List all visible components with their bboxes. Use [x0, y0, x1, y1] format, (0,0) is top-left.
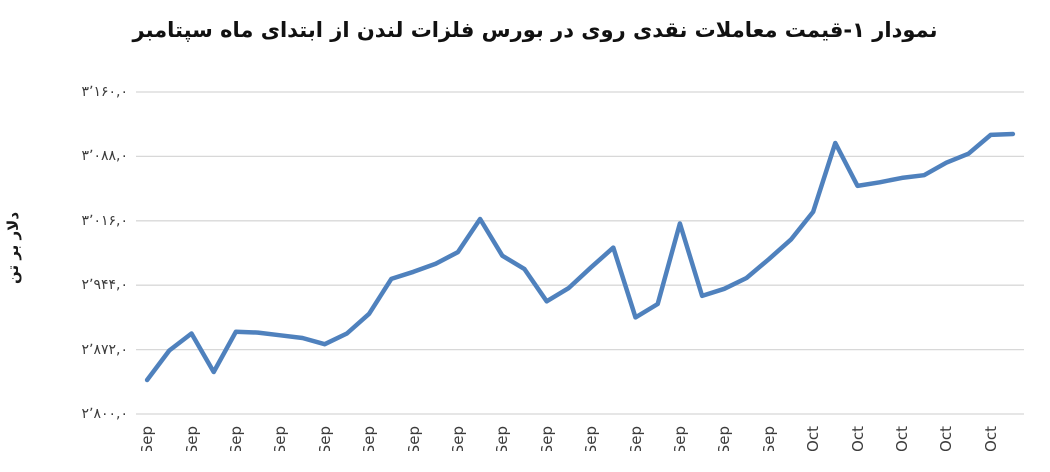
x-tick-label: 15-Sep — [449, 426, 467, 451]
plot-area — [136, 91, 1024, 415]
x-tick-label: 07-Oct — [937, 426, 955, 451]
x-tick-label: 17-Sep — [493, 426, 511, 451]
x-tick-label: 23-Sep — [627, 426, 645, 451]
y-tick-label: ۲٬۸۷۲,۰ — [81, 341, 128, 358]
y-tick-label: ۳٬۰۸۸,۰ — [81, 148, 128, 165]
x-tick-label: 07-Sep — [271, 426, 289, 451]
x-tick-label: 03-Sep — [183, 426, 201, 451]
chart-title: نمودار ۱-قیمت معاملات نقدی روی در بورس ف… — [132, 18, 938, 42]
y-tick-label: ۲٬۸۰۰,۰ — [81, 406, 128, 422]
x-tick-label: 19-Sep — [538, 426, 556, 451]
x-tick-label: 11-Sep — [360, 426, 378, 451]
x-tick-label: 03-Oct — [849, 426, 867, 451]
x-tick-label: 09-Oct — [982, 426, 1000, 451]
chart-frame: نمودار ۱-قیمت معاملات نقدی روی در بورس ف… — [4, 18, 1024, 451]
x-tick-label: 09-Sep — [316, 426, 334, 451]
x-tick-label: 01-Oct — [804, 426, 822, 451]
price-line — [144, 131, 1016, 383]
x-tick-label: 29-Sep — [760, 426, 778, 451]
x-tick-label: 25-Sep — [671, 426, 689, 451]
x-tick-label: 05-Oct — [893, 426, 911, 451]
x-tick-label: 01-Sep — [138, 426, 156, 451]
x-tick-label: 05-Sep — [227, 426, 245, 451]
x-tick-label: 27-Sep — [715, 426, 733, 451]
x-tick-label: 21-Sep — [582, 426, 600, 451]
y-tick-label: ۲٬۹۴۴,۰ — [81, 277, 128, 294]
y-tick-label: ۳٬۱۶۰,۰ — [81, 84, 128, 100]
x-tick-label: 13-Sep — [405, 426, 423, 451]
y-tick-label: ۳٬۰۱۶,۰ — [81, 212, 128, 229]
